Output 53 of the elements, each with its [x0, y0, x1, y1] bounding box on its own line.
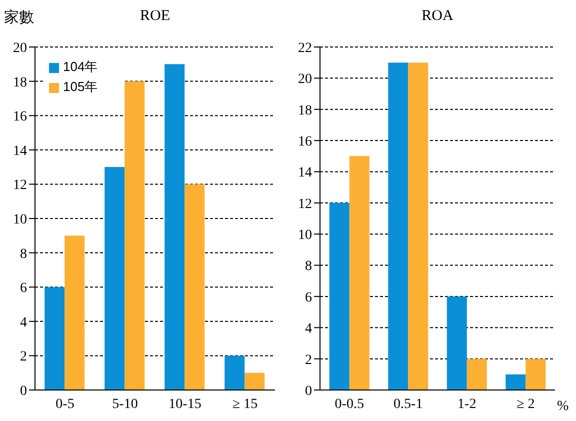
y-tick-label: 14: [13, 144, 27, 159]
y-tick-label: 18: [13, 75, 27, 90]
y-tick-label: 18: [298, 103, 312, 118]
y-tick-label: 0: [20, 384, 27, 399]
y-tick-label: 0: [305, 384, 312, 399]
bar: [506, 374, 526, 390]
y-tick-label: 10: [13, 212, 27, 228]
y-tick-label: 8: [20, 246, 27, 262]
x-tick-label: 0.5-1: [394, 396, 423, 412]
y-tick-label: 6: [305, 290, 312, 306]
y-tick-label: 12: [13, 178, 27, 194]
bar: [329, 202, 350, 390]
bar: [104, 167, 125, 390]
bar: [184, 184, 205, 390]
bar: [526, 358, 546, 390]
y-tick-label: 4: [20, 315, 27, 330]
y-tick-label: 22: [298, 40, 312, 56]
bar: [44, 287, 65, 390]
legend-label: 104年: [63, 59, 98, 74]
y-tick-label: 20: [13, 40, 27, 56]
y-tick-label: 20: [298, 72, 312, 88]
x-tick-label: 10-15: [168, 396, 202, 412]
bar: [388, 62, 408, 390]
bar: [349, 156, 370, 390]
x-tick-label: 1-2: [458, 396, 476, 412]
y-tick-label: 14: [298, 166, 312, 181]
y-tick-label: 12: [298, 196, 312, 212]
legend-label: 105年: [63, 79, 98, 94]
bar: [64, 236, 85, 390]
y-tick-label: 16: [298, 134, 312, 150]
x-tick-label: 0-0.5: [334, 396, 364, 412]
bar: [164, 64, 185, 390]
x-tick-label: ≥ 2: [516, 396, 535, 412]
y-tick-label: 8: [305, 259, 312, 274]
bar: [408, 62, 428, 390]
bar: [244, 372, 265, 390]
x-tick-label: ≥ 15: [232, 396, 258, 412]
y-tick-label: 4: [305, 322, 312, 337]
bar: [224, 356, 245, 390]
x-tick-label: 0-5: [56, 396, 74, 412]
bar: [466, 358, 487, 390]
y-tick-label: 6: [20, 281, 27, 296]
bar: [124, 81, 145, 390]
x-axis-title: %: [557, 399, 569, 415]
bar: [446, 296, 467, 390]
y-tick-label: 2: [20, 350, 27, 365]
y-tick-label: 10: [298, 228, 312, 244]
y-tick-label: 16: [13, 110, 27, 125]
y-axis-title: 家數: [4, 8, 34, 27]
y-tick-label: 2: [305, 352, 312, 368]
x-tick-label: 5-10: [112, 396, 138, 412]
chart-title: ROE: [139, 8, 171, 25]
chart-title: ROA: [420, 8, 454, 25]
